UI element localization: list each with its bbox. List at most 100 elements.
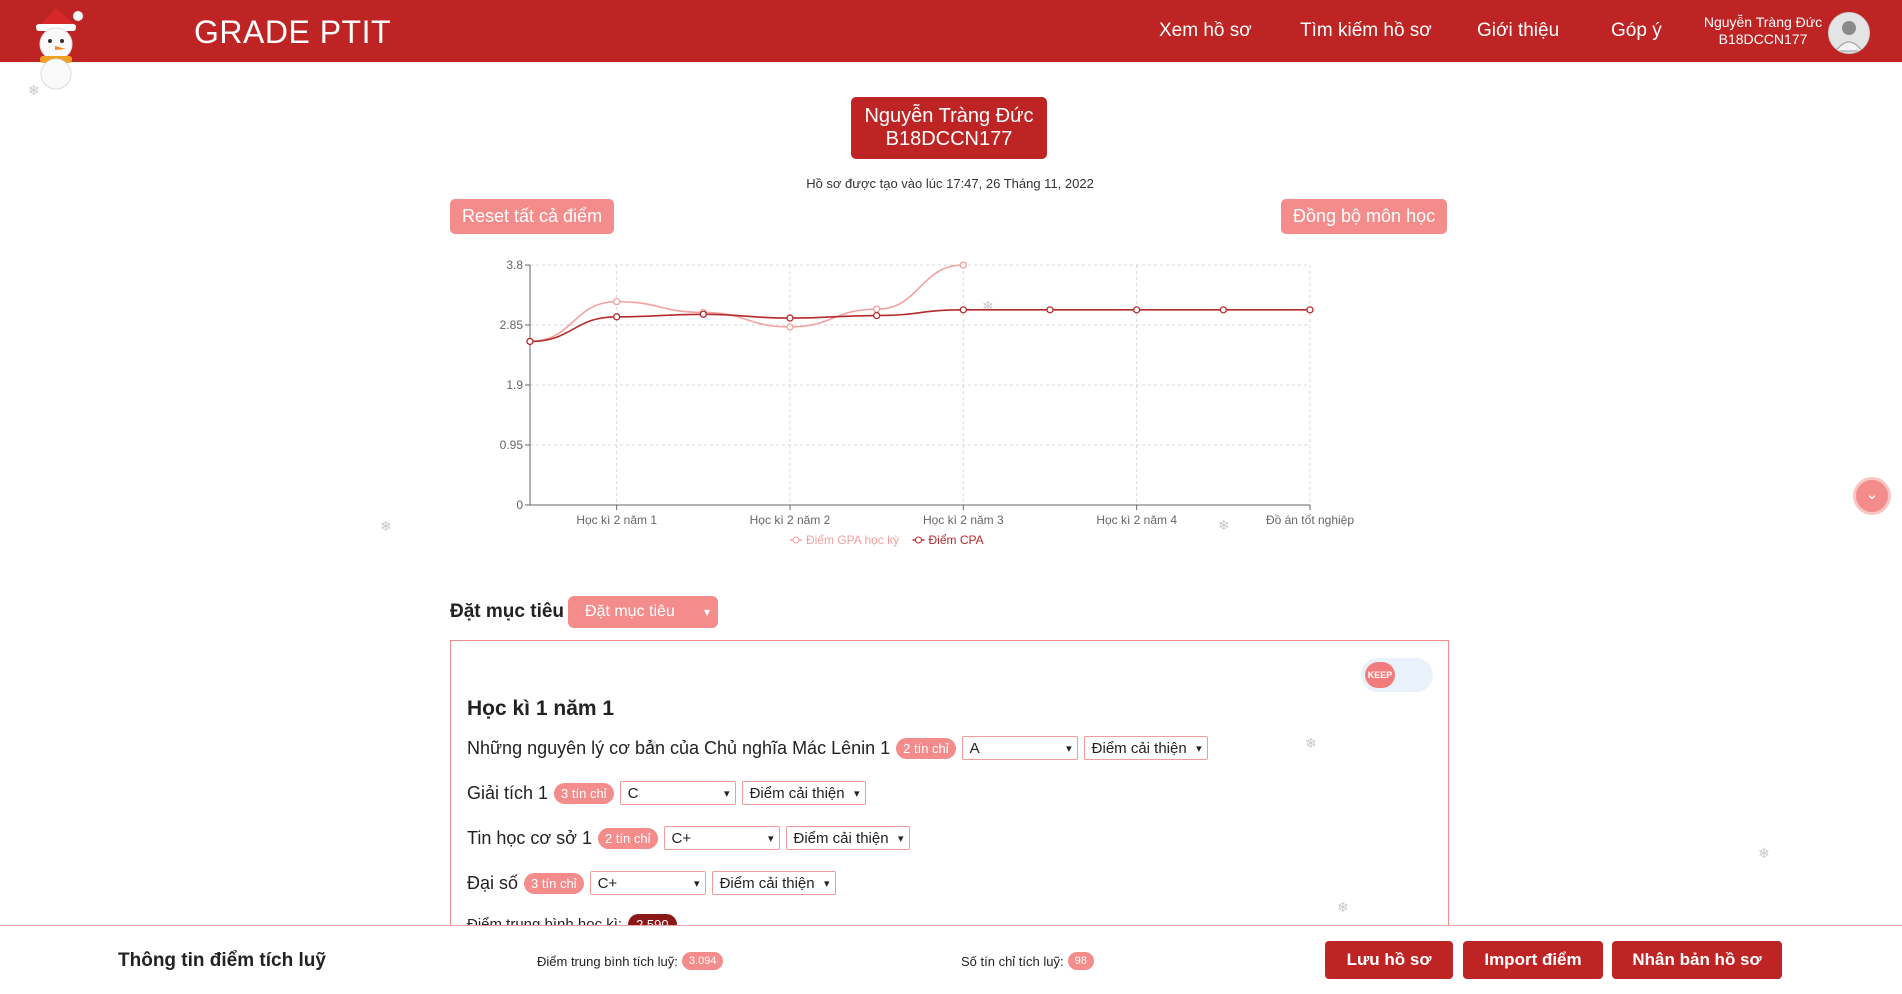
grade-select-value: C <box>627 785 639 802</box>
credits-badge: 2 tín chỉ <box>597 827 658 849</box>
chevron-down-icon: ▾ <box>824 878 830 890</box>
avatar[interactable] <box>1828 12 1870 54</box>
snowflake-icon: ❄ <box>1337 899 1349 915</box>
import-grades-button[interactable]: Import điểm <box>1463 941 1603 979</box>
legend-label: Điểm GPA học kỳ <box>806 533 899 547</box>
series-line-1 <box>529 264 964 343</box>
data-point <box>959 306 967 314</box>
cumulative-gpa-label: Điểm trung bình tích luỹ: <box>537 953 678 969</box>
goal-select-value: Đặt mục tiêu <box>585 603 675 620</box>
nav-search-profile[interactable]: Tìm kiếm hồ sơ <box>1300 20 1432 41</box>
footer-bar: Thông tin điểm tích luỹ Điểm trung bình … <box>0 925 1902 994</box>
chevron-down-icon: ⌄ <box>1865 486 1879 503</box>
data-point <box>786 323 794 331</box>
scroll-down-button[interactable]: ⌄ <box>1853 477 1891 515</box>
chevron-down-icon: ▾ <box>897 833 904 845</box>
legend-marker <box>792 536 800 544</box>
y-tick-label: 0.95 <box>500 438 524 452</box>
y-tick-label: 1.9 <box>506 378 523 392</box>
data-point <box>613 297 621 306</box>
brand-logo[interactable]: GRADE PTIT <box>194 14 392 50</box>
course-row: Giải tích 1 3 tín chỉ C ▾ Điểm cải thiện ▾ <box>467 779 866 807</box>
chevron-down-icon: ▾ <box>703 605 710 619</box>
save-profile-button[interactable]: Lưu hồ sơ <box>1325 941 1453 979</box>
avatar-person-icon <box>1835 21 1863 52</box>
keep-toggle[interactable]: KEEP <box>1361 658 1433 692</box>
credits-badge: 2 tín chỉ <box>896 737 956 759</box>
profile-title-box: Nguyễn Tràng Đức B18DCCN177 <box>851 97 1047 159</box>
reset-all-button[interactable]: Reset tất cả điểm <box>450 199 615 234</box>
cumulative-gpa-value: 3.094 <box>681 952 724 970</box>
data-point <box>613 313 621 321</box>
data-point <box>526 337 534 346</box>
user-menu[interactable]: Nguyễn Tràng Đức B18DCCN177 <box>1692 14 1834 48</box>
clone-profile-button[interactable]: Nhân bản hồ sơ <box>1612 941 1782 979</box>
data-point <box>699 310 707 318</box>
data-point <box>786 314 794 322</box>
data-point <box>1046 306 1054 314</box>
goal-select[interactable]: Đặt mục tiêu ▾ <box>568 596 718 628</box>
series-line-2 <box>529 309 1310 343</box>
x-tick-label: Học kì 2 năm 3 <box>923 513 1004 527</box>
grade-select[interactable]: C+ ▾ <box>663 826 780 850</box>
grade-select[interactable]: C+ ▾ <box>589 871 706 895</box>
improve-select-value: Điểm cải thiện <box>719 875 815 892</box>
nav-view-profile[interactable]: Xem hồ sơ <box>1159 20 1252 41</box>
grade-select[interactable]: C ▾ <box>619 781 736 805</box>
data-point <box>1306 306 1314 314</box>
chevron-down-icon: ▾ <box>767 833 774 845</box>
chevron-down-icon: ▾ <box>1066 743 1072 755</box>
footer-title: Thông tin điểm tích luỹ <box>118 950 326 971</box>
cumulative-credits: Số tín chỉ tích luỹ: 98 <box>961 952 1094 970</box>
snowflake-icon: ❄ <box>380 518 392 534</box>
y-tick-label: 3.8 <box>506 258 523 272</box>
user-id: B18DCCN177 <box>1718 31 1808 47</box>
grade-select-value: A <box>969 740 980 757</box>
profile-name: Nguyễn Tràng Đức <box>864 105 1034 127</box>
grade-select[interactable]: A ▾ <box>961 736 1078 760</box>
course-name: Giải tích 1 <box>467 782 549 803</box>
snowflake-icon: ❄ <box>646 736 658 752</box>
goal-label: Đặt mục tiêu <box>450 601 565 622</box>
x-tick-label: Học kì 2 năm 2 <box>750 513 831 527</box>
chevron-down-icon: ▾ <box>724 788 730 800</box>
data-point <box>873 305 881 313</box>
top-navbar: GRADE PTIT Xem hồ sơ Tìm kiếm hồ sơ Giới… <box>0 0 1902 90</box>
improve-grade-select[interactable]: Điểm cải thiện ▾ <box>711 871 836 895</box>
semester-card: KEEP Học kì 1 năm 1 Những nguyên lý cơ b… <box>450 640 1449 930</box>
improve-select-value: Điểm cải thiện <box>793 830 889 847</box>
course-name: Đại số <box>467 872 519 893</box>
improve-select-value: Điểm cải thiện <box>749 785 845 802</box>
legend-marker <box>915 536 922 544</box>
improve-select-value: Điểm cải thiện <box>1091 740 1187 757</box>
x-tick-label: Học kì 2 năm 1 <box>576 513 657 527</box>
sync-courses-button[interactable]: Đồng bộ môn học <box>1281 199 1448 234</box>
snowflake-icon: ❄ <box>1305 735 1317 751</box>
y-tick-label: 0 <box>516 498 523 512</box>
credits-badge: 3 tín chỉ <box>524 872 584 894</box>
created-timestamp: Hồ sơ được tạo vào lúc 17:47, 26 Tháng 1… <box>806 176 1094 191</box>
x-tick-label: Đồ án tốt nghiệp <box>1266 513 1354 527</box>
chevron-down-icon: ▾ <box>854 788 860 800</box>
snowflake-icon: ❄ <box>1758 845 1770 861</box>
cumulative-credits-value: 98 <box>1067 952 1094 970</box>
data-point <box>1133 306 1141 314</box>
data-point <box>959 261 967 269</box>
legend-label: Điểm CPA <box>929 533 984 547</box>
chevron-down-icon: ▾ <box>1196 743 1202 755</box>
grade-select-value: C+ <box>671 830 692 847</box>
semester-title: Học kì 1 năm 1 <box>467 697 615 720</box>
improve-grade-select[interactable]: Điểm cải thiện ▾ <box>785 826 910 850</box>
gpa-cpa-line-chart: 0 0.95 1.9 2.85 3.8 Học kì 2 năm 1 Học kì 2 nă… <box>500 258 1355 547</box>
course-row: Đại số 3 tín chỉ C+ ▾ Điểm cải thiện ▾ <box>467 869 836 897</box>
improve-grade-select[interactable]: Điểm cải thiện ▾ <box>741 781 866 805</box>
course-row: Những nguyên lý cơ bản của Chủ nghĩa Mác… <box>467 734 1208 762</box>
credits-badge: 3 tín chỉ <box>554 782 614 804</box>
course-name: Tin học cơ sở 1 <box>467 827 592 848</box>
course-name: Những nguyên lý cơ bản của Chủ nghĩa Mác… <box>467 737 891 758</box>
nav-about[interactable]: Giới thiệu <box>1477 20 1560 41</box>
keep-toggle-knob: KEEP <box>1365 662 1395 688</box>
cumulative-credits-label: Số tín chỉ tích luỹ: <box>961 953 1064 969</box>
improve-grade-select[interactable]: Điểm cải thiện ▾ <box>1083 736 1208 760</box>
nav-feedback[interactable]: Góp ý <box>1611 20 1662 41</box>
